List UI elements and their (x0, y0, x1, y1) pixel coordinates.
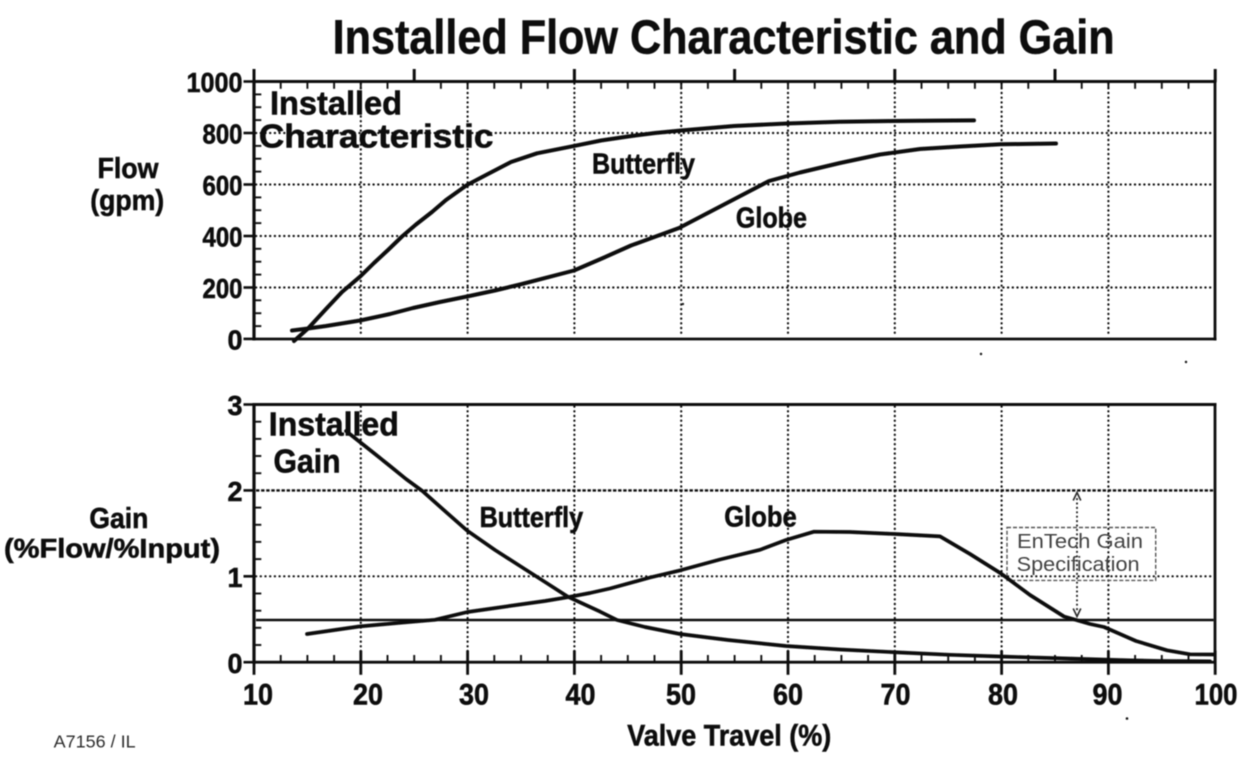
svg-text:90: 90 (1093, 679, 1123, 712)
svg-text:Valve Travel (%): Valve Travel (%) (627, 720, 831, 753)
svg-text:(%Flow/%Input): (%Flow/%Input) (4, 534, 220, 564)
svg-text:Gain: Gain (274, 443, 341, 480)
svg-text:0: 0 (228, 325, 243, 356)
svg-text:100: 100 (1195, 679, 1238, 712)
svg-text:600: 600 (203, 170, 243, 201)
svg-text:Specification: Specification (1017, 553, 1140, 576)
svg-text:10: 10 (243, 679, 273, 712)
svg-text:Installed: Installed (269, 406, 399, 443)
svg-text:40: 40 (566, 679, 596, 712)
svg-text:3: 3 (228, 390, 243, 421)
svg-text:50: 50 (666, 679, 696, 712)
svg-text:Globe: Globe (736, 203, 807, 235)
svg-text:20: 20 (353, 679, 383, 712)
svg-text:Butterfly: Butterfly (480, 502, 583, 534)
svg-text:Globe: Globe (724, 502, 797, 534)
svg-text:Installed Flow Characteristic: Installed Flow Characteristic and Gain (333, 12, 1115, 65)
svg-text:EnTech Gain: EnTech Gain (1017, 530, 1143, 553)
svg-text:80: 80 (988, 679, 1018, 712)
svg-text:60: 60 (773, 679, 803, 712)
svg-text:70: 70 (881, 679, 911, 712)
svg-text:800: 800 (203, 119, 243, 150)
svg-text:200: 200 (203, 273, 243, 304)
svg-text:400: 400 (203, 222, 243, 253)
svg-text:Installed: Installed (270, 84, 402, 121)
svg-text:Characteristic: Characteristic (259, 117, 493, 154)
svg-text:30: 30 (459, 679, 489, 712)
svg-text:(gpm): (gpm) (90, 185, 164, 217)
svg-text:1000: 1000 (187, 67, 243, 98)
svg-text:A7156 / IL: A7156 / IL (54, 732, 136, 752)
svg-text:Butterfly: Butterfly (592, 149, 695, 181)
svg-text:Flow: Flow (98, 153, 159, 185)
svg-text:Gain: Gain (89, 503, 148, 535)
svg-text:1: 1 (228, 562, 243, 593)
svg-text:0: 0 (228, 648, 243, 679)
svg-text:2: 2 (228, 476, 243, 507)
